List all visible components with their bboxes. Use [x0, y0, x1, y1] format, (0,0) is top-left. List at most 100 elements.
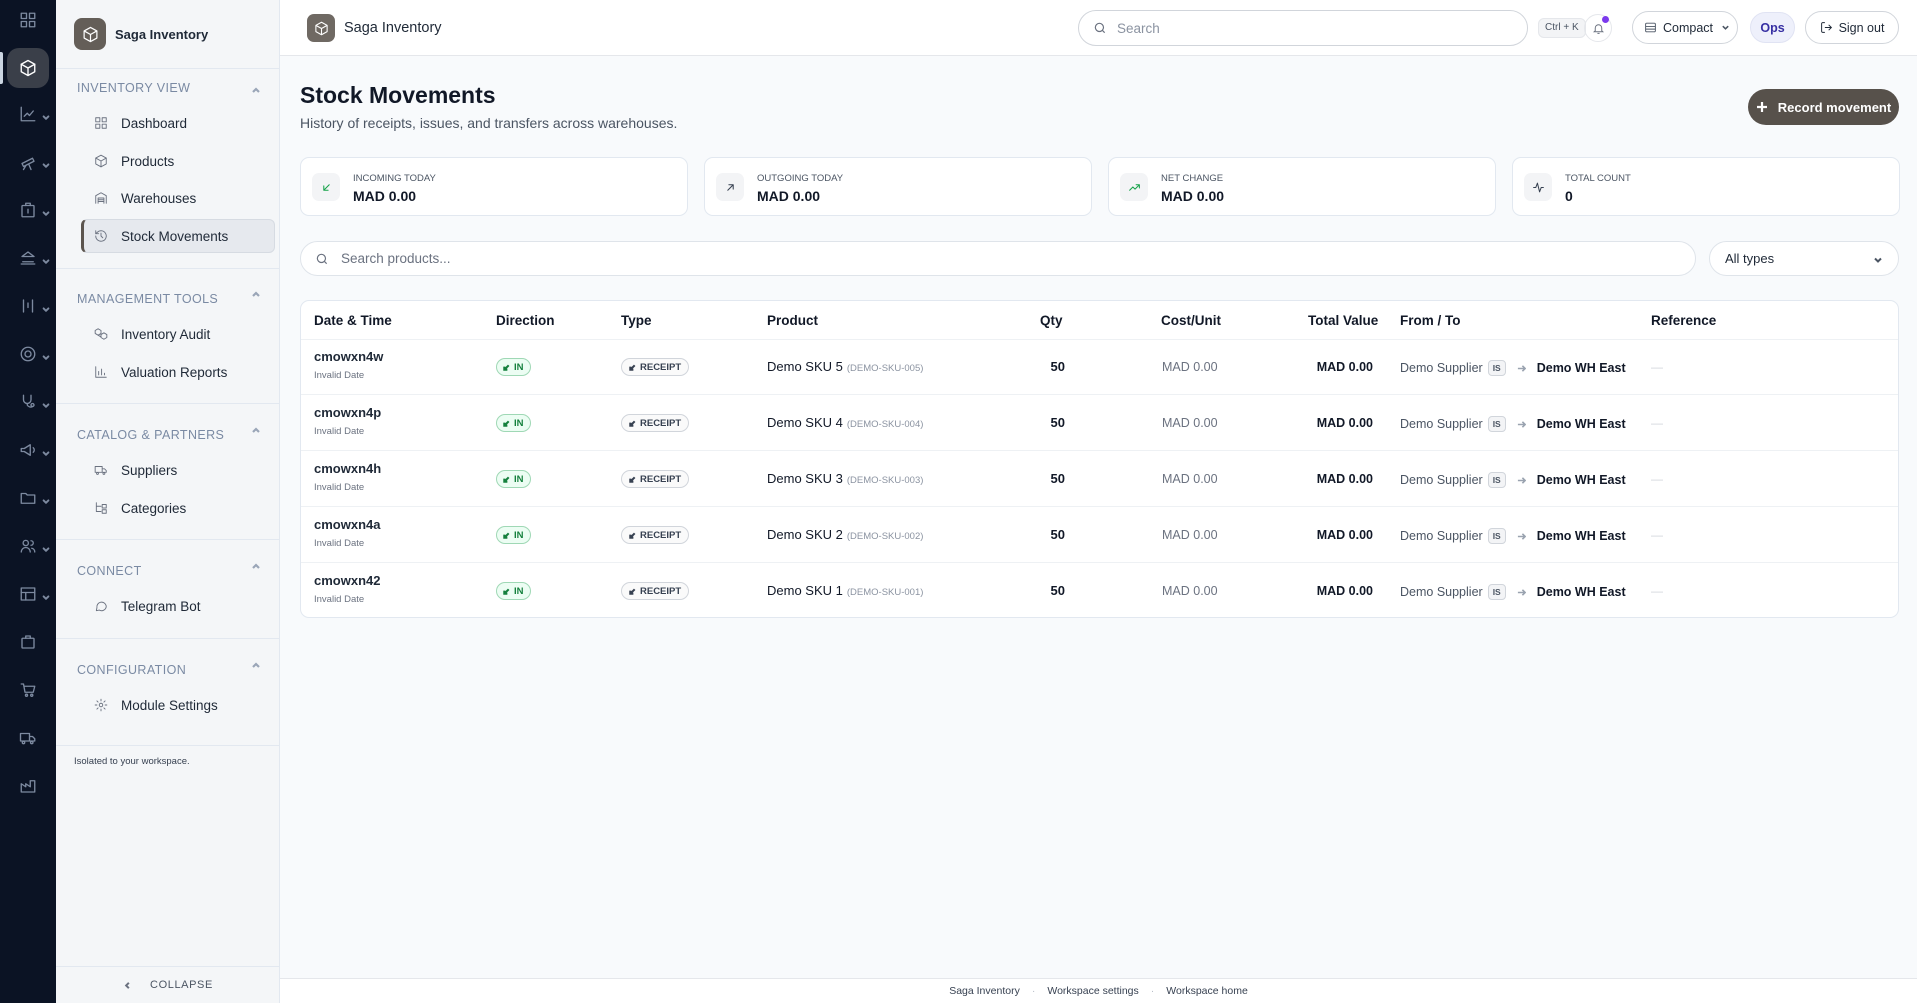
- sidebar-item-categories[interactable]: Categories: [81, 491, 275, 525]
- megaphone-icon[interactable]: [0, 430, 56, 470]
- telescope-icon[interactable]: [0, 142, 56, 182]
- column-header[interactable]: Reference: [1651, 313, 1717, 328]
- product-cell[interactable]: Demo SKU 4 (DEMO-SKU-004): [767, 415, 923, 430]
- chevron-up-icon[interactable]: [251, 422, 261, 433]
- column-header[interactable]: Type: [621, 313, 652, 328]
- chevron-up-icon[interactable]: [251, 657, 261, 668]
- folder-icon[interactable]: [0, 478, 56, 518]
- grid-icon[interactable]: [0, 0, 56, 40]
- section-title-configuration[interactable]: Configuration: [77, 663, 187, 677]
- type-badge: RECEIPT: [621, 582, 690, 600]
- column-header[interactable]: Qty: [1040, 313, 1063, 328]
- table-row[interactable]: cmowxn42 Invalid Date IN RECEIPT Demo SK…: [301, 563, 1898, 617]
- movement-id: cmowxn4a: [314, 517, 381, 532]
- notification-dot: [1602, 16, 1609, 23]
- section-title-catalog-partners[interactable]: Catalog & Partners: [77, 428, 225, 442]
- workspace-badge[interactable]: Ops: [1750, 12, 1795, 43]
- page-subtitle: History of receipts, issues, and transfe…: [300, 115, 678, 131]
- product-name: Demo SKU 3: [767, 471, 843, 486]
- table-row[interactable]: cmowxn4a Invalid Date IN RECEIPT Demo SK…: [301, 507, 1898, 563]
- direction-label: IN: [514, 585, 524, 597]
- sidebar-brand[interactable]: Saga Inventory: [74, 18, 208, 50]
- box-icon: [307, 14, 335, 42]
- users-icon[interactable]: [0, 526, 56, 566]
- record-movement-button[interactable]: Record movement: [1748, 89, 1899, 125]
- sidebar-item-telegram-bot[interactable]: Telegram Bot: [81, 589, 275, 623]
- notifications-button[interactable]: [1584, 14, 1612, 42]
- column-header[interactable]: Product: [767, 313, 819, 328]
- building-icon[interactable]: [0, 190, 56, 230]
- chart-line-icon[interactable]: [0, 94, 56, 134]
- section-title-connect[interactable]: Connect: [77, 564, 142, 578]
- chevron-up-icon[interactable]: [251, 558, 261, 569]
- global-search-input[interactable]: [1117, 20, 1497, 36]
- total-value: MAD 0.00: [1316, 528, 1373, 542]
- column-header[interactable]: Direction: [496, 313, 555, 328]
- quantity: 50: [1050, 415, 1065, 430]
- sidebar-item-stock-movements[interactable]: Stock Movements: [81, 219, 275, 253]
- column-header[interactable]: Total Value: [1308, 313, 1379, 328]
- sidebar-item-valuation-reports[interactable]: Valuation Reports: [81, 355, 275, 389]
- stat-label: Incoming today: [353, 173, 436, 184]
- table-row[interactable]: cmowxn4h Invalid Date IN RECEIPT Demo SK…: [301, 451, 1898, 507]
- product-cell[interactable]: Demo SKU 1 (DEMO-SKU-001): [767, 583, 923, 598]
- page-footer: Saga Inventory · Workspace settings · Wo…: [280, 978, 1917, 1003]
- footer-separator: ·: [1031, 985, 1036, 997]
- divider: [56, 68, 280, 69]
- chevron-up-icon[interactable]: [251, 82, 261, 93]
- header-brand[interactable]: Saga Inventory: [307, 14, 442, 42]
- target-icon[interactable]: [0, 334, 56, 374]
- arrow-right-icon: [1517, 532, 1526, 540]
- arrow-down-left-icon: [629, 476, 636, 483]
- product-search[interactable]: [300, 241, 1696, 276]
- footer-link-saga-inventory[interactable]: Saga Inventory: [949, 985, 1020, 997]
- sidebar-item-suppliers[interactable]: Suppliers: [81, 453, 275, 487]
- sidebar-item-module-settings[interactable]: Module Settings: [81, 688, 275, 722]
- type-filter-select[interactable]: All types: [1709, 241, 1899, 276]
- message-icon: [87, 599, 115, 613]
- cart-icon[interactable]: [0, 670, 56, 710]
- product-cell[interactable]: Demo SKU 3 (DEMO-SKU-003): [767, 471, 923, 486]
- briefcase-icon[interactable]: [0, 622, 56, 662]
- sign-out-button[interactable]: Sign out: [1805, 11, 1899, 44]
- sidebar-item-products[interactable]: Products: [81, 144, 275, 178]
- sidebar-item-label: Categories: [121, 500, 187, 516]
- table-row[interactable]: cmowxn4p Invalid Date IN RECEIPT Demo SK…: [301, 395, 1898, 451]
- scale-icon[interactable]: [0, 286, 56, 326]
- arrow-down-left-icon: [503, 532, 510, 539]
- total-value: MAD 0.00: [1316, 472, 1373, 486]
- table-icon[interactable]: [0, 574, 56, 614]
- global-search[interactable]: [1078, 10, 1528, 46]
- chevron-up-icon[interactable]: [251, 286, 261, 297]
- table-row[interactable]: cmowxn4w Invalid Date IN RECEIPT Demo SK…: [301, 339, 1898, 395]
- arrow-right-icon: [1517, 420, 1526, 428]
- footer-link-workspace-home[interactable]: Workspace home: [1166, 985, 1248, 997]
- direction-label: IN: [514, 361, 524, 373]
- movement-date: Invalid Date: [314, 370, 365, 381]
- sidebar-item-label: Warehouses: [121, 190, 197, 206]
- truck-icon[interactable]: [0, 718, 56, 758]
- sidebar-item-label: Suppliers: [121, 462, 178, 478]
- sidebar-item-label: Products: [121, 153, 175, 169]
- sidebar-item-dashboard[interactable]: Dashboard: [81, 106, 275, 140]
- product-cell[interactable]: Demo SKU 2 (DEMO-SKU-002): [767, 527, 923, 542]
- sidebar-item-inventory-audit[interactable]: Inventory Audit: [81, 317, 275, 351]
- product-cell[interactable]: Demo SKU 5 (DEMO-SKU-005): [767, 359, 923, 374]
- section-title-management-tools[interactable]: Management Tools: [77, 292, 219, 306]
- collapse-label: COLLAPSE: [150, 979, 213, 991]
- sidebar-item-warehouses[interactable]: Warehouses: [81, 181, 275, 215]
- box-icon[interactable]: [0, 48, 56, 88]
- density-select[interactable]: Compact: [1632, 11, 1738, 44]
- column-header[interactable]: Cost/Unit: [1161, 313, 1221, 328]
- from-to-cell: Demo Supplier IS Demo WH East: [1400, 584, 1626, 600]
- product-search-input[interactable]: [341, 251, 1641, 266]
- factory-icon[interactable]: [0, 766, 56, 806]
- footer-link-workspace-settings[interactable]: Workspace settings: [1047, 985, 1139, 997]
- section-title-inventory-view[interactable]: Inventory View: [77, 81, 191, 95]
- column-header[interactable]: Date & Time: [314, 313, 392, 328]
- stethoscope-icon[interactable]: [0, 382, 56, 422]
- search-icon: [1094, 22, 1106, 34]
- column-header[interactable]: From / To: [1400, 313, 1461, 328]
- collapse-button[interactable]: COLLAPSE: [56, 966, 280, 1003]
- landmark-icon[interactable]: [0, 238, 56, 278]
